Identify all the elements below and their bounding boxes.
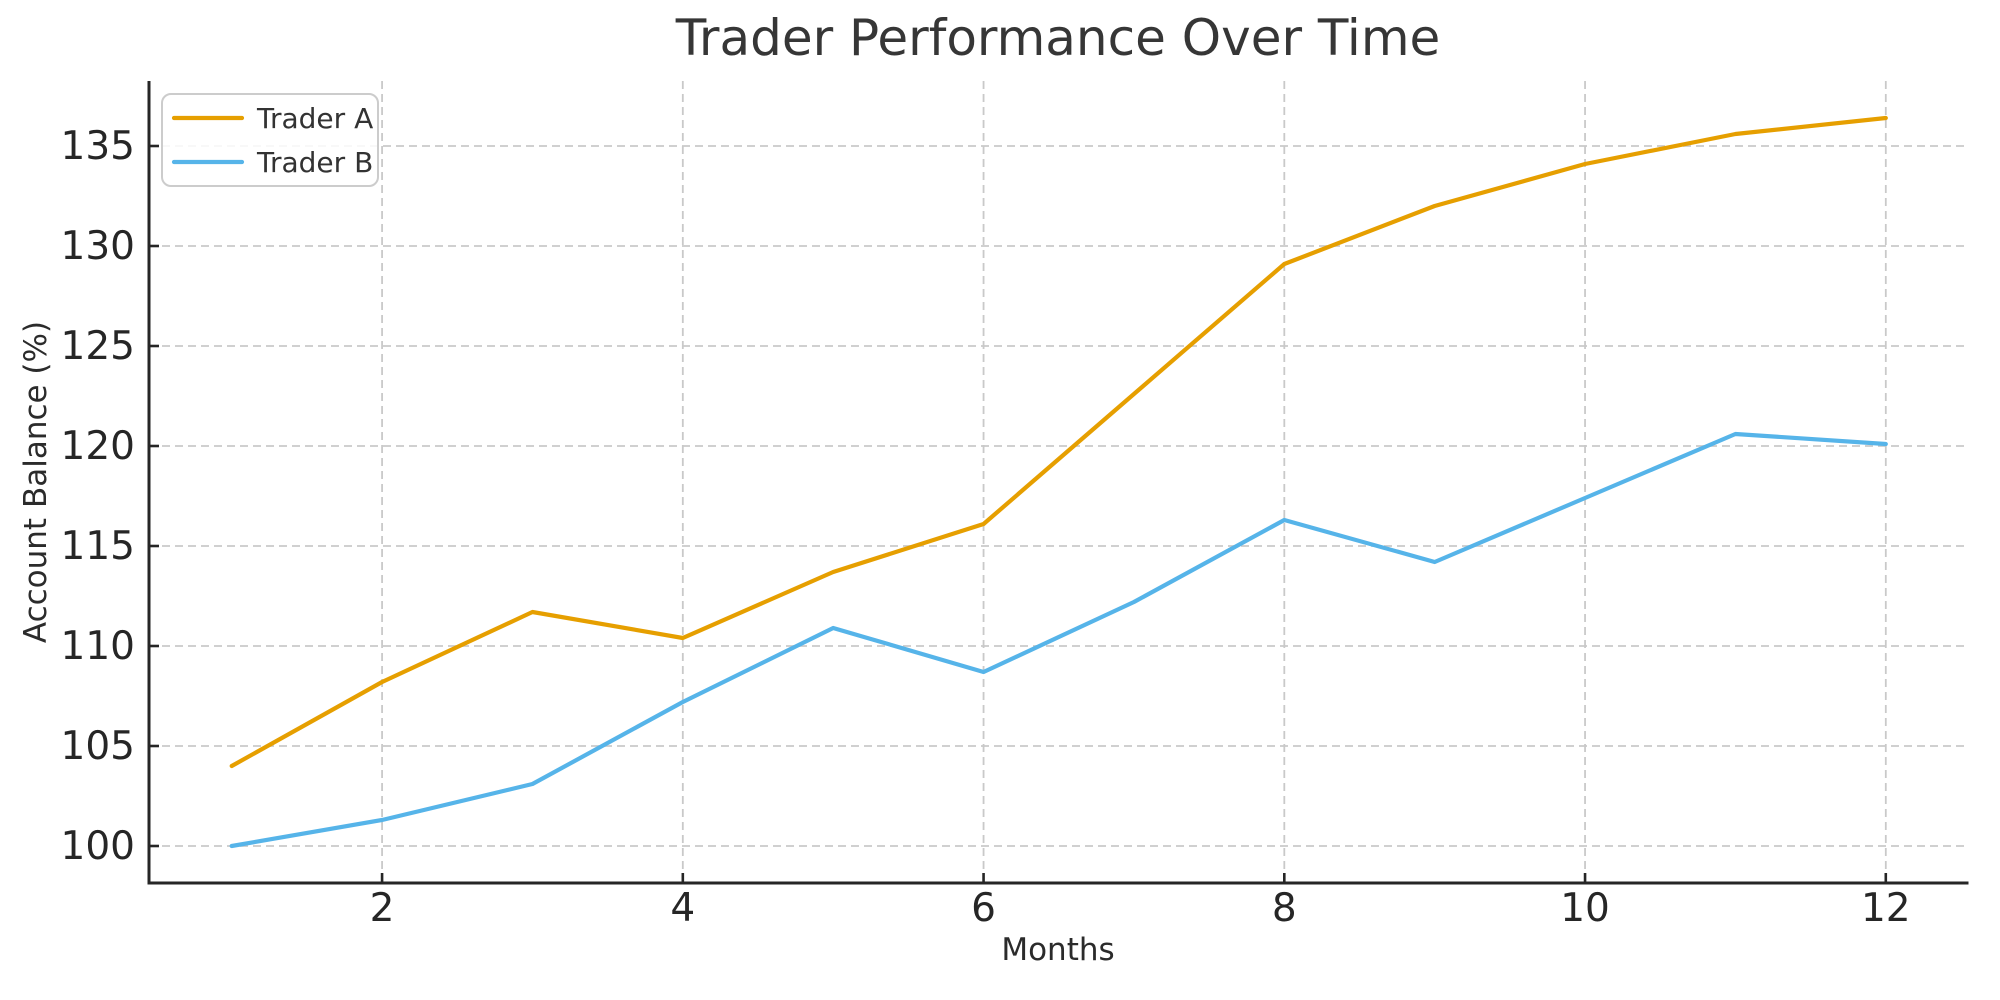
series-line-trader-a [229,115,1888,769]
series-line-trader-b [229,431,1888,849]
axes-spines [147,81,1969,885]
grid-lines [149,81,1969,883]
x-tick-label: 12 [1861,886,1911,931]
legend-label-trader-a: Trader A [256,102,373,135]
legend-box: Trader A Trader B [161,93,379,187]
x-axis-label: Months [1001,932,1114,968]
y-tick-label: 120 [61,424,135,469]
x-tick-label: 4 [670,886,695,931]
y-tick-label: 130 [61,224,135,269]
y-tick-label: 125 [61,324,135,369]
chart-title: Trader Performance Over Time [675,9,1441,67]
axis-ticks [149,144,1888,883]
legend-label-trader-b: Trader B [256,146,373,179]
data-series-lines [229,115,1888,849]
x-tick-label: 2 [370,886,395,931]
x-tick-label: 10 [1560,886,1610,931]
y-tick-label: 135 [61,124,135,169]
axis-tick-labels: 2 4 6 8 10 12 100 105 110 115 120 125 130 135 [61,124,1911,931]
y-axis-label: Account Balance (%) [18,321,54,643]
y-tick-label: 100 [61,824,135,869]
y-tick-label: 110 [61,624,135,669]
x-tick-label: 6 [971,886,996,931]
y-tick-label: 115 [61,524,135,569]
y-tick-label: 105 [61,724,135,769]
x-tick-label: 8 [1272,886,1297,931]
